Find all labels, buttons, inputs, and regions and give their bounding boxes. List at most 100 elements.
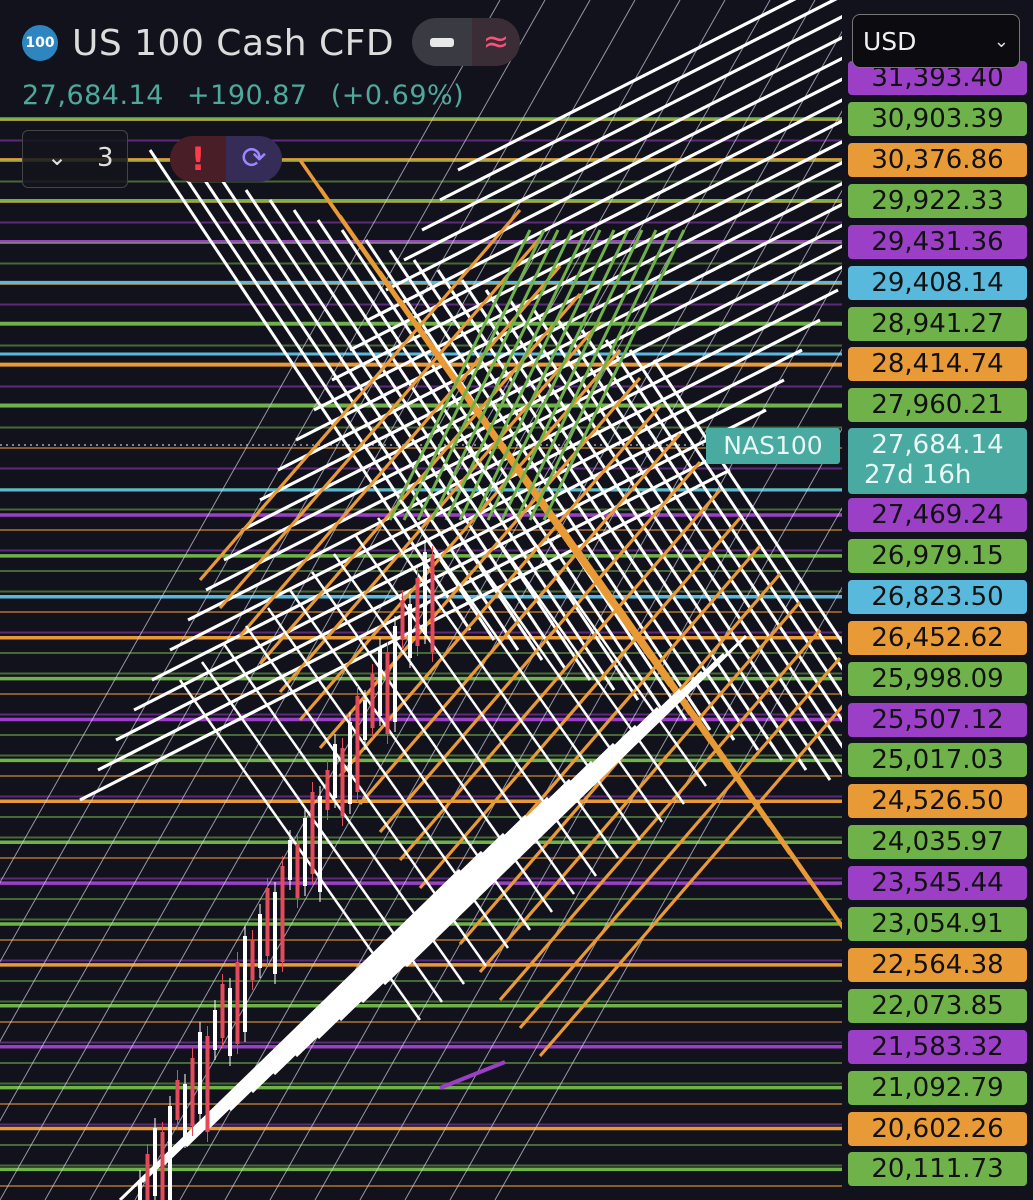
channel-cross-line: [556, 319, 842, 749]
lower-channel-line: [184, 814, 528, 1148]
channel-cross-line: [292, 209, 616, 691]
indicators-count: 3: [97, 143, 114, 173]
green-trend-line: [528, 229, 672, 521]
chart-area[interactable]: [0, 0, 842, 1200]
price-level-tag: 26,979.15: [848, 538, 1027, 573]
candle-body: [325, 770, 330, 810]
lower-cross-line: [398, 499, 642, 841]
price-level-tag: 28,941.27: [848, 306, 1027, 341]
symbol-price-label: NAS100: [706, 428, 840, 464]
price-level-tag: 29,922.33: [848, 183, 1027, 218]
candle-body: [198, 1032, 202, 1114]
price-level-tag: 22,073.85: [848, 988, 1027, 1023]
symbol-title[interactable]: US 100 Cash CFD: [72, 22, 395, 64]
alert-icon[interactable]: !: [170, 136, 226, 182]
orange-rise-line: [518, 656, 842, 1030]
candle-body: [348, 722, 352, 804]
price-level-tag: 26,452.62: [848, 620, 1027, 655]
lower-cross-line: [464, 445, 708, 787]
orange-rise-line: [218, 236, 542, 610]
channel-cross-line: [484, 289, 808, 771]
price-level-tag: 26,823.50: [848, 579, 1027, 614]
candle-body: [153, 1128, 157, 1196]
candle-body: [400, 600, 405, 640]
price-level-tag: 27,960.21: [848, 388, 1027, 423]
current-price-value: 27,684.14: [871, 430, 1004, 460]
lower-channel-line: [382, 652, 726, 986]
channel-line: [403, 35, 842, 262]
green-trend-line: [444, 229, 588, 521]
price-level-tag: 24,035.97: [848, 825, 1027, 860]
green-trend-line: [486, 229, 630, 521]
lower-channel-line: [272, 742, 616, 1076]
price-level-tag: 20,602.26: [848, 1111, 1027, 1146]
candle-body: [190, 1058, 195, 1126]
channel-cross-line: [172, 159, 496, 641]
channel-cross-line: [508, 299, 832, 781]
symbol-header[interactable]: 100 US 100 Cash CFD: [22, 20, 394, 66]
channel-cross-line: [316, 219, 640, 701]
chart-drawings[interactable]: [0, 0, 842, 1200]
candle-body: [265, 888, 270, 956]
chevron-down-icon: ⌄: [47, 143, 68, 171]
candle-body: [220, 984, 225, 1038]
candle-body: [258, 914, 262, 968]
orange-rise-line: [398, 488, 722, 862]
green-trend-line: [402, 229, 546, 521]
bar-countdown: 27d 16h: [864, 460, 972, 490]
price-axis[interactable]: 31,393.40 30,903.39 30,376.86 29,922.33 29,4…: [842, 0, 1033, 1200]
lower-channel-line: [228, 778, 572, 1112]
price-level-tag: 27,469.24: [848, 498, 1027, 532]
candle-body: [430, 556, 435, 652]
candle-body: [295, 844, 300, 898]
candle-body: [408, 604, 412, 658]
refresh-icon[interactable]: ⟳: [226, 136, 282, 182]
candle-body: [333, 744, 337, 798]
green-trend-line: [416, 229, 560, 521]
price-level-tag: 21,092.79: [848, 1070, 1027, 1105]
price-change: +190.87: [187, 80, 308, 111]
fan-line: [314, 268, 842, 1200]
lower-channel-line: [404, 634, 748, 968]
price-level-tag: 30,376.86: [848, 142, 1027, 177]
price-level-tag: 25,017.03: [848, 743, 1027, 778]
chevron-down-icon: ⌄: [993, 31, 1009, 52]
candle-body: [213, 1010, 217, 1050]
purple-segment: [439, 1060, 506, 1090]
price-level-tag: 21,583.32: [848, 1029, 1027, 1064]
fan-line: [179, 30, 842, 1200]
candle-body: [228, 988, 232, 1056]
minus-icon[interactable]: [412, 18, 472, 66]
price-level-tag: 22,564.38: [848, 947, 1027, 982]
lower-channel-line: [162, 832, 506, 1166]
channel-cross-line: [580, 329, 842, 723]
green-trend-line: [430, 229, 574, 521]
green-trend-line: [472, 229, 616, 521]
channel-line: [367, 77, 842, 322]
channel-line: [421, 14, 842, 232]
price-level-tag: 30,903.39: [848, 102, 1027, 136]
price-level-tag: 23,054.91: [848, 907, 1027, 941]
price-summary: 27,684.14 +190.87 (+0.69%): [22, 80, 478, 111]
lower-channel-line: [118, 868, 462, 1200]
currency-select[interactable]: USD ⌄: [852, 14, 1020, 68]
channel-line: [115, 408, 767, 742]
channel-line: [187, 288, 839, 622]
fan-line: [0, 0, 591, 1043]
candle-body: [378, 648, 382, 716]
price-level-tag: 25,507.12: [848, 702, 1027, 737]
wave-icon[interactable]: ≈: [472, 18, 520, 66]
channel-line: [349, 98, 842, 352]
fan-line: [0, 0, 501, 884]
candle-body: [175, 1080, 180, 1120]
candle-body: [393, 626, 397, 722]
lower-channel-line: [206, 796, 550, 1130]
orange-rise-line: [478, 600, 802, 974]
last-price: 27,684.14: [22, 80, 164, 111]
candle-body: [138, 1180, 142, 1200]
indicators-toggle-button[interactable]: ⌄ 3: [22, 130, 128, 188]
price-level-tag: 28,414.74: [848, 347, 1027, 382]
price-level-tag: 25,998.09: [848, 661, 1027, 696]
channel-cross-line: [388, 249, 712, 731]
candle-body: [205, 1036, 210, 1132]
